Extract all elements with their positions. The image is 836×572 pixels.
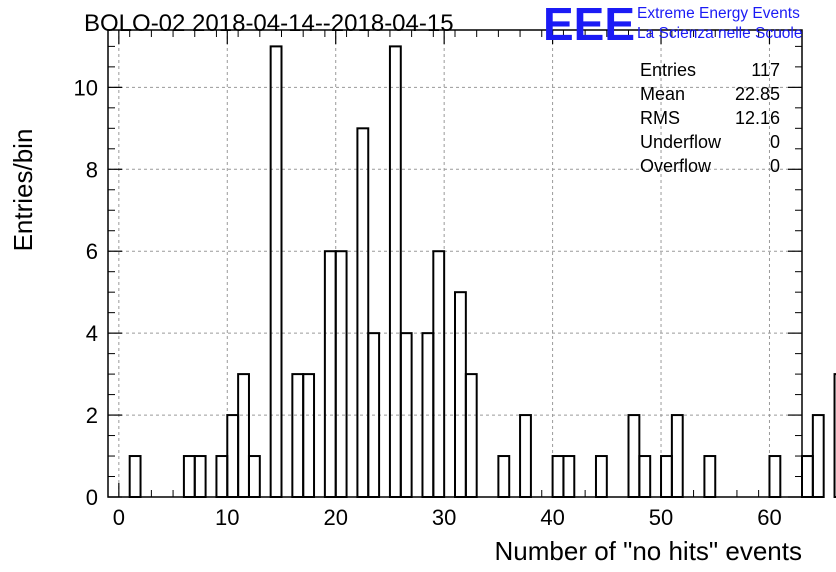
stat-value: 12.16 [734,108,780,128]
x-tick-label: 0 [113,505,125,530]
x-tick-label: 20 [323,505,347,530]
histogram-bar [627,414,641,499]
stats-box: Entries 117 Mean 22.85 RMS 12.16 Underflow 0… [640,58,780,178]
eee-logo: EEE [543,2,635,44]
histogram-bar [182,455,196,499]
stat-label: Entries [640,60,697,80]
histogram-bar [334,250,348,498]
stat-value: 22.85 [734,84,780,104]
stat-rms: RMS 12.16 [640,106,780,130]
histogram-bar [703,455,717,499]
y-tick-label: 2 [86,403,98,428]
stat-value: 0 [769,156,780,176]
svg-text:EEE: EEE [543,2,635,44]
histogram-bar [638,455,652,499]
histogram-bar [811,414,825,499]
stat-label: Mean [640,84,686,104]
stat-value: 117 [751,60,780,80]
histogram-bar [660,455,673,499]
histogram-bar [432,250,446,498]
histogram-bar [562,455,576,499]
x-tick-label: 50 [649,505,673,530]
y-tick-label: 4 [86,321,98,346]
project-name: Extreme Energy Events La Scienza nelle S… [637,4,802,44]
histogram-bar [128,455,142,499]
x-tick-label: 30 [432,505,456,530]
histogram-bar [388,45,402,499]
axis-ticks [107,30,803,498]
stat-value: 0 [769,132,780,152]
stat-overflow: Overflow 0 [640,154,780,178]
histogram-bar [833,373,836,498]
histogram-bar [323,250,337,498]
x-tick-label: 40 [540,505,564,530]
stat-underflow: Underflow 0 [640,130,780,154]
histogram-bar [801,455,814,499]
x-axis-label: Number of "no hits" events [494,536,803,566]
histogram-bar [551,455,565,499]
y-axis-label: Entries/bin [8,128,38,252]
histogram-bar [193,455,207,499]
project-line-2: La Scienza nelle Scuole [637,25,803,42]
histogram-bar [215,455,229,499]
histogram-bar [226,414,240,499]
histogram-bar [269,45,283,499]
histogram-bar [291,373,305,498]
histogram-bar [497,455,511,499]
histogram-bar [237,373,250,498]
stat-label: Underflow [640,132,722,152]
stat-label: RMS [640,108,680,128]
chart-title: BOLO-02 2018-04-14--2018-04-15 [84,10,454,37]
y-tick-label: 6 [86,239,98,264]
histogram-bar [247,455,261,499]
histogram-bar [464,373,478,498]
histogram-bar [519,414,532,499]
stat-label: Overflow [640,156,712,176]
grid-lines [108,30,802,497]
histogram-bar [670,414,684,499]
histogram-bar [594,455,608,499]
x-tick-label: 10 [215,505,239,530]
x-tick-label: 60 [757,505,781,530]
histogram-bar [768,455,782,499]
tick-labels: 0 10 20 30 40 50 60 0 2 4 6 8 10 [74,75,782,530]
histogram-bar [302,373,316,498]
y-tick-label: 8 [86,157,98,182]
histogram-bar [356,127,370,498]
histogram-bar [454,291,467,498]
y-tick-label: 0 [86,485,98,510]
stat-entries: Entries 117 [640,58,780,82]
project-line-1: Extreme Energy Events [637,5,800,22]
stat-mean: Mean 22.85 [640,82,780,106]
y-tick-label: 10 [74,75,98,100]
